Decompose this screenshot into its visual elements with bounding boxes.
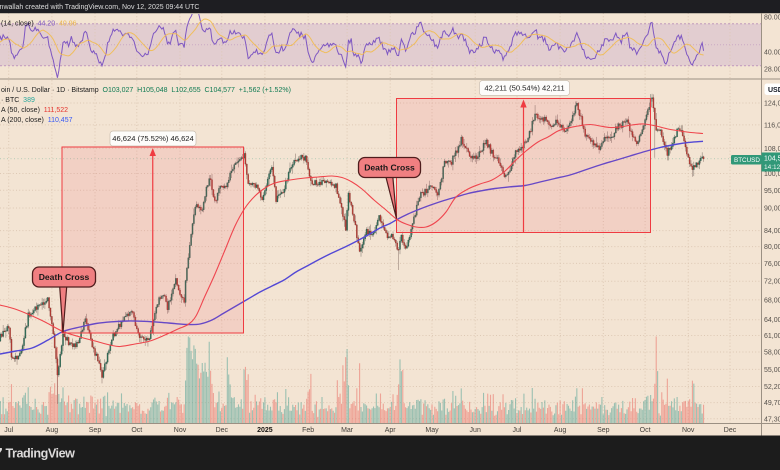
svg-text:84,000: 84,000 [764,228,780,235]
svg-text:61,000: 61,000 [764,333,780,340]
svg-text:58,000: 58,000 [764,350,780,357]
svg-text:Nov: Nov [174,427,187,434]
svg-text:Jul: Jul [513,427,522,434]
svg-text:A (200, close) 110,457: A (200, close) 110,457 [1,117,73,124]
svg-text:64,000: 64,000 [764,317,780,324]
svg-text:Death Cross: Death Cross [39,272,90,282]
svg-text:46,624 (75.52%) 46,624: 46,624 (75.52%) 46,624 [112,134,194,143]
svg-text:Oct: Oct [131,427,142,434]
svg-text:Jul: Jul [4,427,13,434]
svg-text:Mar: Mar [341,427,354,434]
svg-text:· BTC 389: · BTC 389 [1,97,35,104]
svg-text:Oct: Oct [640,427,651,434]
svg-text:Apr: Apr [385,427,397,434]
svg-text:2025: 2025 [257,427,273,434]
svg-text:(14, close) 44.20 40.96: (14, close) 44.20 40.96 [1,21,77,28]
svg-text:95,000: 95,000 [764,188,780,195]
svg-text:A (50, close) 111,522: A (50, close) 111,522 [1,107,68,114]
svg-text:Feb: Feb [302,427,314,434]
svg-text:oin / U.S. Dollar · 1D · Bitst: oin / U.S. Dollar · 1D · Bitstamp O103,0… [1,87,291,94]
svg-text:108,000: 108,000 [764,146,780,153]
svg-text:80,000: 80,000 [764,244,780,251]
svg-text:100,000: 100,000 [764,171,780,178]
svg-text:76,000: 76,000 [764,261,780,268]
svg-text:80.00: 80.00 [764,15,780,22]
svg-text:104,577: 104,577 [764,156,780,163]
svg-text:May: May [425,427,439,434]
svg-text:28.00: 28.00 [764,67,780,74]
svg-text:BTCUSD: BTCUSD [734,157,760,164]
svg-text:Aug: Aug [554,427,567,434]
svg-text:68,000: 68,000 [764,297,780,304]
svg-text:Dec: Dec [216,427,229,434]
svg-text:116,000: 116,000 [764,122,780,129]
svg-text:TradingView: TradingView [6,447,76,461]
svg-text:52,200: 52,200 [764,384,780,391]
svg-text:Death Cross: Death Cross [364,163,415,173]
svg-text:USD: USD [768,87,780,94]
svg-text:124,000: 124,000 [764,101,780,108]
svg-text:Sep: Sep [89,427,102,434]
svg-text:Nov: Nov [682,427,695,434]
svg-text:Sep: Sep [597,427,610,434]
svg-text:55,000: 55,000 [764,367,780,374]
svg-text:inwallah created with TradingV: inwallah created with TradingView.com, N… [0,4,199,11]
svg-text:Aug: Aug [46,427,59,434]
svg-text:90,000: 90,000 [764,206,780,213]
svg-text:72,000: 72,000 [764,279,780,286]
svg-text:49,700: 49,700 [764,400,780,407]
svg-text:Jun: Jun [470,427,481,434]
svg-text:40.00: 40.00 [764,50,780,57]
svg-text:47,300: 47,300 [764,416,780,423]
svg-text:Dec: Dec [724,427,737,434]
svg-text:14:12:11: 14:12:11 [764,164,780,171]
svg-text:42,211 (50.54%) 42,211: 42,211 (50.54%) 42,211 [484,84,564,93]
